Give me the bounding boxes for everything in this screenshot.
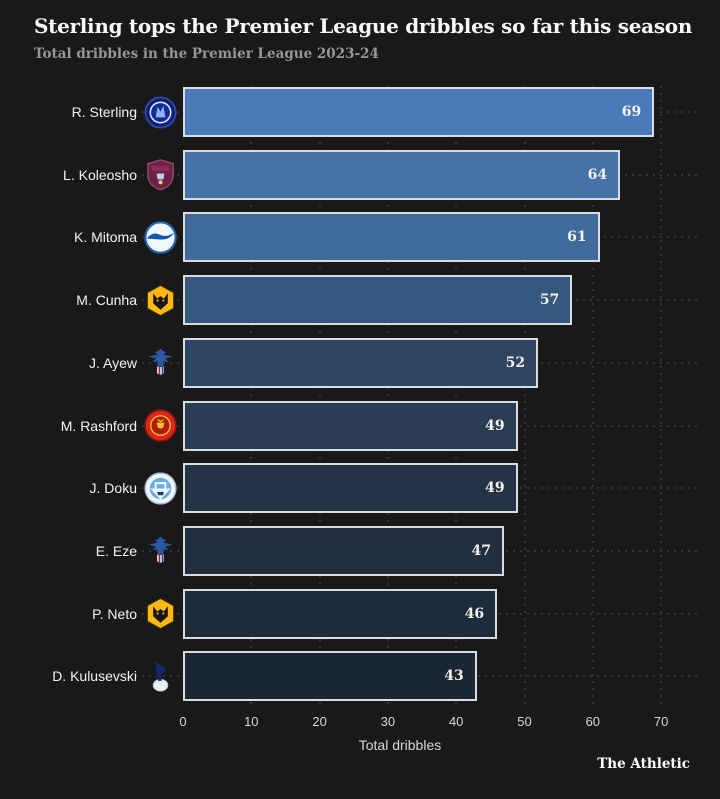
- wolves-badge-icon: [143, 596, 178, 631]
- bar-value: 52: [505, 354, 526, 371]
- chart-subtitle: Total dribbles in the Premier League 202…: [34, 46, 379, 62]
- player-label: E. Eze: [95, 542, 137, 559]
- player-label: L. Koleosho: [63, 166, 137, 183]
- bar-value: 49: [485, 417, 505, 434]
- crystal-palace-badge-icon: [143, 533, 178, 568]
- brighton-badge-icon: [143, 220, 178, 255]
- x-axis-tick: 30: [380, 714, 396, 729]
- player-label: M. Cunha: [76, 292, 137, 309]
- grid-vline: [250, 86, 253, 708]
- bar: 47: [183, 525, 504, 576]
- x-axis-tick: 20: [312, 714, 327, 729]
- player-label: K. Mitoma: [73, 229, 137, 246]
- x-axis-tick: 10: [244, 714, 259, 729]
- player-label: D. Kulusevski: [52, 668, 137, 685]
- bar: 52: [183, 337, 539, 388]
- brand-logo: The Athletic: [597, 756, 690, 772]
- player-label: M. Rashford: [60, 417, 137, 434]
- x-axis-tick: 70: [653, 714, 669, 729]
- player-label: P. Neto: [92, 605, 137, 622]
- chart-title: Sterling tops the Premier League dribble…: [34, 14, 693, 38]
- bar-value: 46: [464, 605, 485, 622]
- man-city-badge-icon: [143, 471, 178, 506]
- grid-vline: [386, 86, 389, 708]
- bar-value: 43: [444, 668, 464, 685]
- burnley-badge-icon: [143, 157, 178, 192]
- bar-value: 61: [567, 229, 587, 246]
- grid-vline: [660, 86, 663, 708]
- grid-vline: [318, 86, 321, 708]
- player-label: J. Ayew: [89, 354, 137, 371]
- grid-vline: [523, 86, 526, 708]
- bar-value: 64: [587, 166, 608, 183]
- bar: 49: [183, 463, 518, 514]
- chelsea-badge-icon: [143, 95, 178, 130]
- grid-vline: [591, 86, 594, 708]
- x-axis-tick: 50: [517, 714, 532, 729]
- bar: 49: [183, 400, 518, 451]
- x-axis-tick: 0: [179, 714, 187, 729]
- bar-value: 49: [485, 480, 505, 497]
- player-label: J. Doku: [89, 480, 137, 497]
- grid-vline: [455, 86, 458, 708]
- x-axis-tick: 40: [448, 714, 464, 729]
- bar-value: 69: [621, 104, 642, 120]
- crystal-palace-badge-icon: [143, 345, 178, 380]
- man-united-badge-icon: [143, 408, 178, 443]
- bar: 46: [183, 588, 498, 639]
- player-label: R. Sterling: [71, 104, 137, 120]
- x-axis-label: Total dribbles: [358, 737, 442, 753]
- bar: 69: [183, 87, 655, 137]
- bar: 57: [183, 275, 573, 326]
- bar: 61: [183, 212, 600, 263]
- x-axis-tick: 60: [585, 714, 601, 729]
- bar-value: 47: [471, 542, 491, 559]
- tottenham-badge-icon: [143, 659, 178, 694]
- wolves-badge-icon: [143, 283, 178, 318]
- bar: 43: [183, 651, 477, 702]
- bar-value: 57: [539, 292, 560, 309]
- bar: 64: [183, 149, 621, 200]
